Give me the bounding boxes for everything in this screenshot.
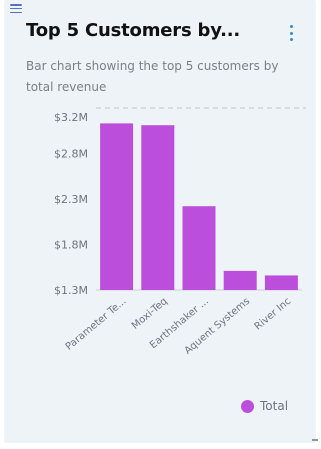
- x-tick-label-1: Moxi-Teq: [130, 296, 170, 332]
- chart-legend[interactable]: Total: [241, 399, 288, 413]
- bar-4: [264, 275, 298, 290]
- y-tick-label-0: $3.2M: [54, 111, 88, 124]
- bar-1: [141, 125, 175, 291]
- kebab-more-icon[interactable]: [288, 25, 294, 41]
- bar-0: [100, 123, 134, 290]
- legend-label: Total: [260, 399, 289, 413]
- x-tick-label-4: River Inc: [253, 296, 294, 333]
- y-tick-label-2: $2.3M: [54, 193, 88, 206]
- card-subtitle: Bar chart showing the top 5 customers by…: [26, 59, 279, 94]
- x-tick-label-0: Parameter Te...: [64, 296, 129, 353]
- bar-3: [223, 270, 257, 290]
- legend-swatch: [241, 399, 254, 413]
- hamburger-menu-icon[interactable]: [10, 4, 22, 14]
- y-tick-label-1: $2.8M: [54, 147, 88, 160]
- resize-handle[interactable]: [312, 439, 318, 441]
- card-title: Top 5 Customers by...: [26, 20, 241, 41]
- bar-2: [182, 206, 216, 290]
- y-tick-label-4: $1.3M: [54, 284, 88, 297]
- y-tick-label-3: $1.8M: [54, 238, 88, 251]
